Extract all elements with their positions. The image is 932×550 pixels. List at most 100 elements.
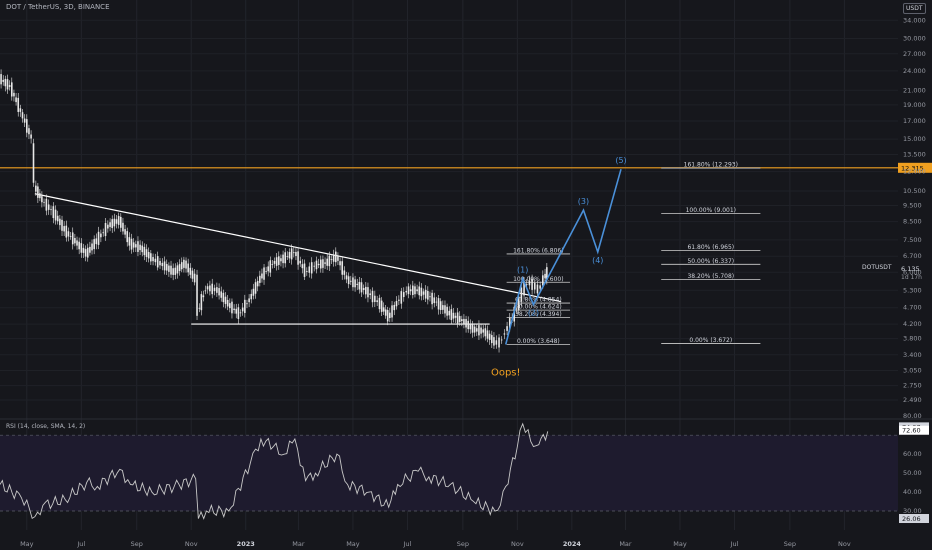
- rsi-tick-label: 30.00: [903, 507, 922, 515]
- candle-body: [463, 318, 465, 325]
- resistance-price-label: 12.315: [901, 164, 924, 172]
- candle-body: [21, 112, 24, 119]
- candle-body: [145, 249, 148, 258]
- candle-body: [358, 281, 361, 290]
- x-tick-label: Jul: [730, 540, 739, 548]
- price-axis: 34.000 30.000 27.000 24.000 21.000 19.000 17.0…: [862, 16, 926, 404]
- candle-body: [297, 251, 299, 265]
- candle-body: [493, 337, 495, 346]
- fib-label-left: 161.80% (6.806): [513, 247, 563, 254]
- candle-body: [86, 247, 89, 258]
- candle-body: [235, 308, 238, 314]
- candle-body: [458, 316, 461, 322]
- oops-annotation: Oops!: [491, 367, 521, 378]
- candle-body: [154, 258, 157, 263]
- fib-label-left: 38.20% (4.394): [515, 311, 562, 318]
- fib-label-left: 100.00% (5.600): [513, 276, 563, 283]
- candle-body: [380, 300, 383, 312]
- candle-body: [91, 243, 93, 251]
- candle-body: [299, 260, 302, 264]
- candle-body: [26, 119, 28, 133]
- candle-body: [45, 198, 48, 211]
- candle-body: [371, 290, 374, 303]
- y-tick-label: 3.050: [903, 367, 922, 375]
- y-tick-label: 19.000: [903, 101, 926, 109]
- x-tick-label: Nov: [511, 540, 524, 548]
- candle-body: [484, 328, 487, 337]
- candle-body: [189, 267, 192, 275]
- rsi-tick-label: 60.00: [903, 450, 922, 458]
- candle-body: [107, 224, 109, 229]
- candle-body: [391, 305, 393, 318]
- price-levels: 12.315 161.80% (6.806) 100.00% (5.600) 61.8…: [0, 162, 932, 345]
- wave-path: [504, 168, 622, 345]
- candle-body: [65, 225, 68, 238]
- candle-body: [288, 251, 291, 259]
- candle-body: [386, 310, 389, 322]
- candle-body: [165, 264, 168, 271]
- candle-body: [147, 252, 150, 259]
- candle-body: [109, 222, 111, 227]
- candle-body: [206, 286, 209, 290]
- wave-label: (5): [615, 156, 626, 165]
- candle-body: [163, 261, 166, 271]
- candle-body: [365, 286, 367, 295]
- candle-body: [544, 273, 546, 279]
- candle-body: [61, 219, 63, 231]
- candle-body: [178, 264, 181, 272]
- candle-body: [176, 265, 179, 274]
- candle-body: [482, 329, 485, 333]
- candle-body: [360, 282, 363, 293]
- y-tick-label: 12.000: [903, 168, 926, 176]
- fib-label-left: 0.00% (3.648): [517, 338, 560, 345]
- candle-body: [533, 282, 536, 290]
- currency-badge[interactable]: USDT: [903, 3, 926, 14]
- candle-body: [525, 284, 528, 285]
- x-tick-label: 2023: [237, 540, 255, 548]
- candle-body: [273, 260, 276, 264]
- y-tick-label: 7.500: [903, 236, 922, 244]
- candle-body: [71, 232, 74, 245]
- candle-body: [310, 262, 313, 274]
- candle-body: [469, 324, 472, 330]
- rsi-band: [0, 435, 898, 512]
- candle-body: [427, 291, 429, 300]
- candle-body: [141, 245, 144, 253]
- candle-body: [500, 339, 503, 341]
- y-tick-label: 15.000: [903, 135, 926, 143]
- candle-body: [67, 231, 70, 237]
- candle-body: [369, 293, 371, 295]
- candle-body: [405, 291, 408, 293]
- fib-label-right: 61.80% (6.965): [687, 244, 734, 251]
- candle-body: [454, 315, 457, 318]
- candle-body: [452, 312, 455, 319]
- candle-body: [161, 262, 164, 267]
- candle-body: [37, 186, 39, 198]
- candle-body: [10, 82, 13, 97]
- candle-body: [478, 325, 480, 336]
- candle-body: [226, 299, 229, 307]
- candle-body: [47, 204, 50, 210]
- candle-body: [431, 292, 433, 305]
- last-price-label: 6.135: [901, 265, 920, 273]
- candle-body: [168, 265, 170, 272]
- fib-label-right: 50.00% (6.337): [687, 258, 734, 265]
- candle-body: [412, 285, 414, 295]
- candle-body: [202, 295, 205, 298]
- x-tick-label: Sep: [457, 540, 469, 548]
- candle-body: [284, 252, 287, 264]
- candle-body: [330, 259, 333, 260]
- candle-body: [393, 304, 396, 311]
- candle-body: [15, 97, 17, 103]
- candle-body: [80, 243, 83, 253]
- candle-body: [446, 306, 448, 316]
- candle-body: [442, 305, 444, 310]
- candle-body: [345, 275, 348, 280]
- candle-body: [209, 285, 211, 292]
- candle-body: [256, 280, 259, 287]
- candle-body: [267, 266, 270, 272]
- candle-body: [439, 301, 442, 310]
- candle-body: [78, 241, 80, 250]
- candle-body: [424, 289, 427, 299]
- y-tick-label: 5.300: [903, 286, 922, 294]
